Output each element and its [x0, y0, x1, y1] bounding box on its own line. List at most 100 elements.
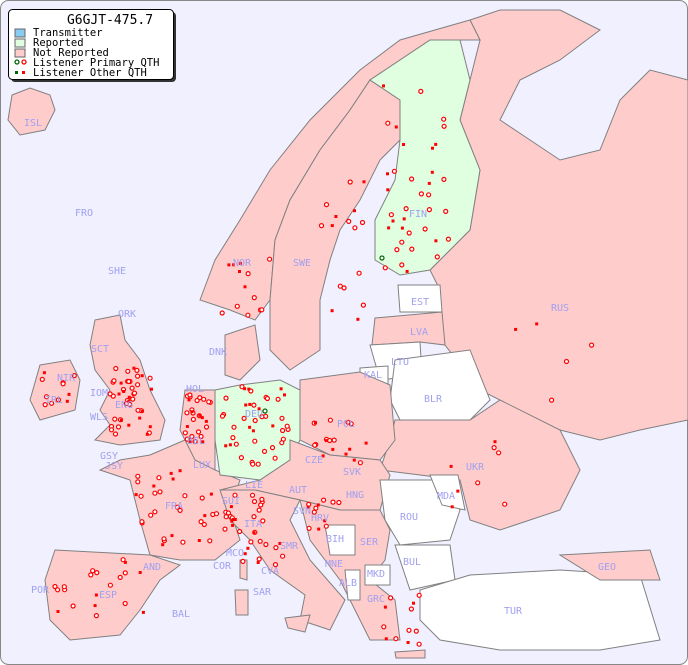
label-and: AND [143, 562, 161, 573]
listener-other-marker [248, 402, 252, 406]
country-ireland [29, 359, 81, 421]
listener-primary-marker [126, 378, 132, 385]
listener-primary-marker [245, 312, 251, 318]
listener-primary-marker [272, 561, 279, 568]
listener-other-marker [283, 393, 286, 397]
listener-primary-marker [115, 424, 122, 430]
label-isl: ISL [24, 118, 42, 129]
listener-other-marker [535, 322, 539, 326]
listener-primary-marker [192, 438, 198, 445]
listener-primary-marker [138, 493, 144, 499]
label-bal: BAL [172, 609, 190, 620]
label-gsy: GSY [100, 451, 118, 462]
listener-primary-marker [230, 435, 236, 441]
listener-primary-marker [177, 507, 183, 513]
listener-other-marker [150, 387, 153, 391]
listener-primary-marker [445, 236, 451, 242]
listener-primary-marker [279, 415, 285, 421]
listener-primary-marker [113, 365, 119, 372]
listener-primary-marker [122, 600, 128, 607]
countries [7, 9, 688, 659]
listener-other-marker [138, 416, 142, 420]
listener-primary-marker [107, 391, 113, 397]
listener-primary-marker [147, 375, 153, 381]
legend-other-qth: Listener Other QTH [33, 67, 147, 79]
listener-primary-marker [93, 612, 100, 619]
listener-primary-marker [360, 302, 366, 308]
listener-other-marker [279, 387, 283, 391]
listener-primary-marker [394, 247, 400, 253]
listener-primary-marker [347, 179, 353, 185]
listener-other-marker [257, 407, 261, 411]
listener-primary-marker [403, 206, 409, 212]
listener-primary-marker [280, 553, 286, 559]
listener-primary-marker [130, 396, 136, 402]
listener-other-marker [187, 398, 191, 402]
listener-primary-marker [238, 455, 244, 461]
listener-primary-marker [263, 541, 269, 548]
listener-other-marker [383, 605, 387, 609]
listener-primary-marker [157, 489, 163, 495]
label-alb: ALB [339, 578, 357, 589]
label-wls: WLS [90, 412, 108, 423]
listener-other-marker [449, 464, 453, 468]
country-latvia [371, 311, 446, 346]
listener-other-marker [201, 440, 205, 444]
listener-primary-marker [275, 396, 281, 402]
country-georgia [558, 549, 661, 581]
label-bul: BUL [403, 557, 421, 568]
listener-other-marker [248, 425, 252, 429]
listener-primary-marker [327, 417, 333, 423]
listener-other-marker [247, 387, 251, 391]
listener-primary-marker [327, 437, 333, 444]
listener-other-marker [140, 409, 144, 413]
listener-primary-marker [418, 88, 424, 95]
label-rus: RUS [551, 303, 569, 314]
island-crete [394, 649, 426, 659]
listener-other-marker [362, 180, 366, 184]
listener-other-marker [204, 419, 208, 423]
listener-primary-marker [251, 402, 257, 408]
country-bosnia [324, 524, 356, 556]
listener-other-marker [140, 374, 144, 378]
label-est: EST [411, 297, 429, 308]
listener-primary-marker [345, 419, 351, 425]
listener-other-marker [132, 366, 136, 370]
country-macedonia [364, 564, 391, 586]
listener-primary-marker [245, 271, 251, 277]
listener-other-marker [56, 610, 60, 613]
listener-primary-marker [441, 116, 447, 122]
legend-transmitter: Transmitter [33, 27, 103, 39]
label-hrv: HRV [311, 513, 329, 524]
listener-primary-marker [250, 461, 256, 467]
listener-primary-marker [152, 509, 158, 515]
legend-primary-qth: Listener Primary QTH [33, 57, 159, 69]
listener-primary-marker [248, 539, 254, 545]
listener-primary-marker [94, 569, 100, 576]
listener-primary-marker [135, 382, 141, 388]
listener-other-marker [42, 371, 46, 375]
listener-other-marker [141, 610, 145, 614]
listener-other-marker [317, 527, 321, 531]
country-finland [369, 39, 481, 276]
listener-primary-marker [588, 342, 595, 348]
listener-other-marker [148, 425, 152, 429]
listener-primary-marker [135, 479, 141, 485]
listener-primary-marker [357, 460, 363, 466]
listener-other-marker [405, 269, 409, 273]
listener-primary-marker [135, 473, 141, 479]
listener-other-marker [238, 261, 242, 265]
listener-other-marker [224, 444, 228, 448]
listener-primary-marker [182, 430, 188, 436]
listener-primary-marker [426, 207, 432, 213]
listener-other-marker [316, 503, 320, 507]
listener-primary-marker [409, 246, 415, 252]
listener-primary-marker [219, 413, 226, 419]
listener-primary-marker [341, 285, 347, 291]
listener-other-marker [169, 471, 173, 475]
listener-other-marker [243, 285, 247, 289]
listener-other-marker [382, 84, 385, 88]
label-hol: HOL [186, 384, 204, 395]
listener-primary-marker [279, 440, 285, 446]
listener-other-marker [430, 170, 434, 174]
